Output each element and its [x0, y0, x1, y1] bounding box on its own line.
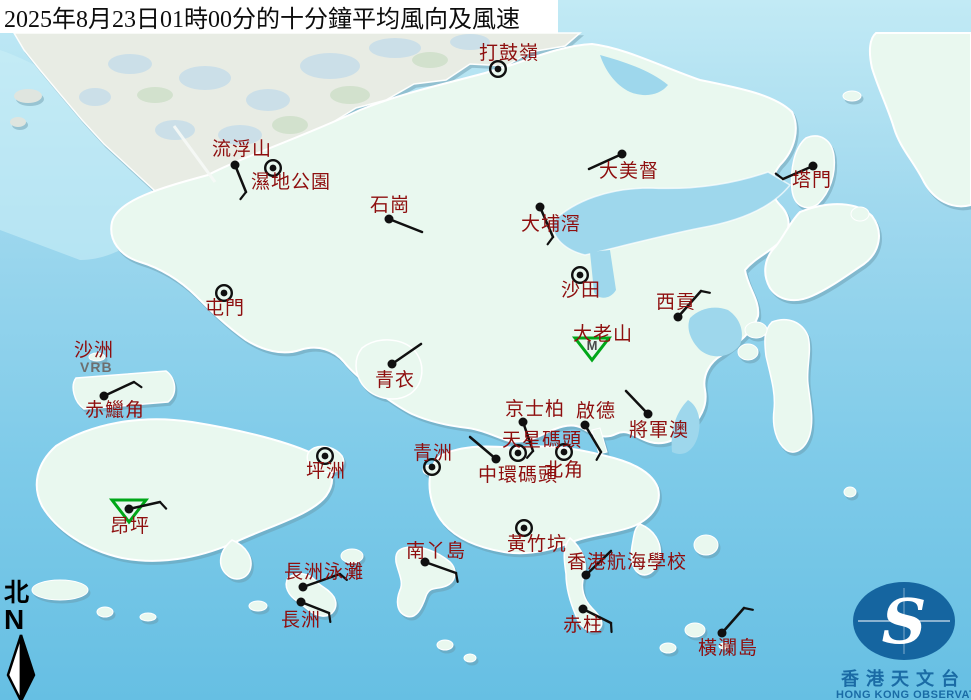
- north-arrow-icon: [6, 634, 36, 700]
- inlet-waters: [172, 55, 792, 455]
- hko-logo-name-zh: 香港天文台: [841, 669, 966, 689]
- compass-label-zh: 北: [4, 580, 30, 607]
- hko-logo: S 香港天文台 HONG KONG OBSERVATORY: [836, 580, 971, 700]
- hko-logo-icon: S: [853, 582, 955, 660]
- hko-logo-name-en: HONG KONG OBSERVATORY: [836, 689, 971, 700]
- map-title: 2025年8月23日01時00分的十分鐘平均風向及風速: [4, 7, 520, 33]
- svg-text:S: S: [882, 585, 927, 658]
- compass-label-en: N: [4, 604, 26, 635]
- title-bar: 2025年8月23日01時00分的十分鐘平均風向及風速: [0, 0, 558, 33]
- deep-bay-bridge: [172, 125, 217, 183]
- shenzhen-texture: [79, 34, 490, 145]
- compass-north: 北 N: [4, 581, 44, 700]
